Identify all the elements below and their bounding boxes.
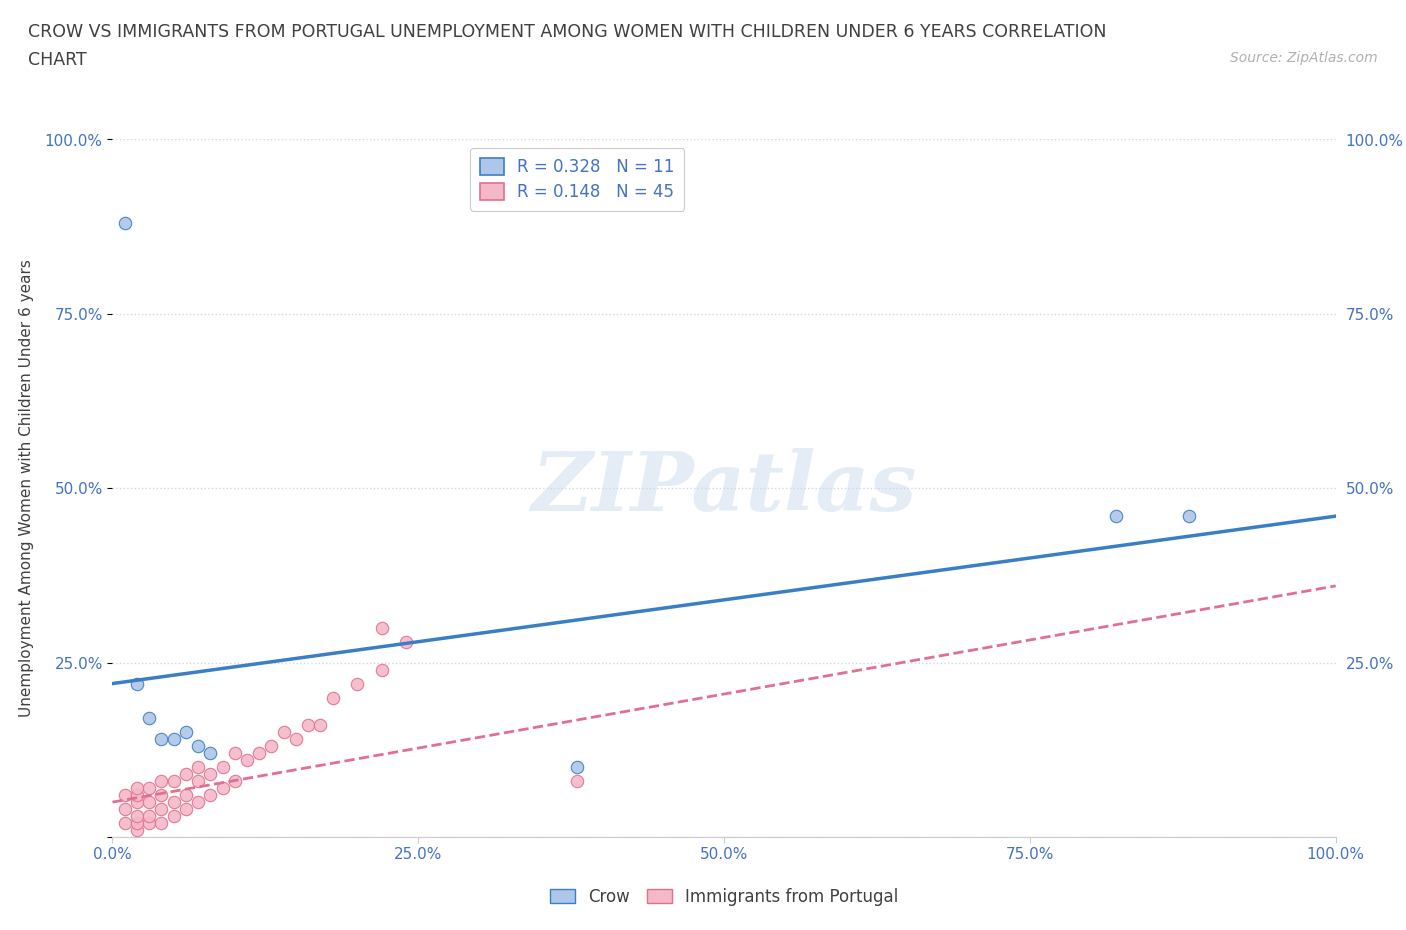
Point [174,802,197,817]
Point [163,809,186,824]
Point [174,766,197,781]
Point [174,725,197,740]
Text: CHART: CHART [28,51,87,69]
Text: Source: ZipAtlas.com: Source: ZipAtlas.com [1230,51,1378,65]
Point [309,718,332,733]
Point [200,746,222,761]
Legend: Crow, Immigrants from Portugal: Crow, Immigrants from Portugal [543,881,905,912]
Point [187,738,209,753]
Point [138,816,160,830]
Text: ZIPatlas: ZIPatlas [531,448,917,528]
Point [567,774,589,789]
Point [125,676,148,691]
Point [395,634,418,649]
Point [150,788,173,803]
Point [224,774,246,789]
Point [150,816,173,830]
Point [138,711,160,725]
Point [200,788,222,803]
Point [138,781,160,796]
Point [150,774,173,789]
Point [114,216,136,231]
Point [297,718,319,733]
Point [138,794,160,809]
Point [187,760,209,775]
Point [125,809,148,824]
Point [1178,509,1201,524]
Point [273,725,295,740]
Point [370,620,392,635]
Point [346,676,368,691]
Point [236,753,259,768]
Point [174,788,197,803]
Point [150,732,173,747]
Point [114,788,136,803]
Point [284,732,308,747]
Point [125,794,148,809]
Text: CROW VS IMMIGRANTS FROM PORTUGAL UNEMPLOYMENT AMONG WOMEN WITH CHILDREN UNDER 6 : CROW VS IMMIGRANTS FROM PORTUGAL UNEMPLO… [28,23,1107,41]
Point [322,690,344,705]
Point [247,746,270,761]
Point [163,794,186,809]
Point [125,781,148,796]
Point [260,738,283,753]
Point [114,816,136,830]
Point [163,774,186,789]
Point [125,788,148,803]
Point [211,760,233,775]
Point [224,746,246,761]
Point [200,766,222,781]
Point [187,794,209,809]
Point [567,760,589,775]
Point [150,802,173,817]
Point [370,662,392,677]
Point [1104,509,1126,524]
Point [138,809,160,824]
Point [187,774,209,789]
Y-axis label: Unemployment Among Women with Children Under 6 years: Unemployment Among Women with Children U… [18,259,34,717]
Point [114,802,136,817]
Point [211,781,233,796]
Point [125,816,148,830]
Point [125,823,148,838]
Point [163,732,186,747]
